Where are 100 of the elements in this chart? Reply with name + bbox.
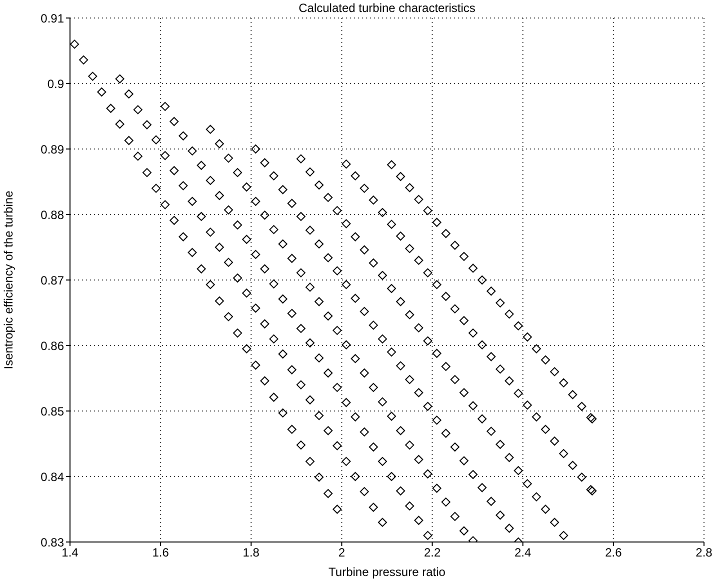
point [178, 232, 188, 242]
point [514, 388, 523, 398]
point [342, 398, 351, 407]
point [414, 194, 424, 204]
point [486, 496, 496, 506]
point [559, 530, 568, 540]
point [504, 376, 514, 386]
x-tick-label: 2 [338, 546, 346, 560]
point [324, 489, 333, 498]
point [306, 338, 315, 348]
point [496, 510, 505, 520]
point [251, 360, 260, 370]
point [396, 486, 406, 496]
point [350, 171, 360, 180]
point [368, 320, 378, 330]
point [269, 279, 278, 288]
x-tick-label: 1.8 [242, 546, 260, 560]
point [396, 232, 406, 241]
point [79, 55, 88, 64]
point [423, 268, 432, 278]
point [188, 248, 197, 257]
x-tick-label: 2.2 [424, 546, 441, 560]
point [260, 158, 270, 168]
point [396, 361, 406, 370]
point [504, 453, 514, 462]
point [350, 472, 360, 481]
point [287, 254, 296, 263]
point [486, 352, 496, 362]
point [350, 412, 360, 422]
point [350, 294, 360, 303]
point [478, 340, 487, 350]
point [278, 239, 288, 248]
point [188, 146, 197, 156]
y-tick-label: 0.83 [40, 535, 64, 550]
point [478, 483, 487, 492]
point [196, 160, 206, 170]
point [296, 324, 306, 333]
point [214, 191, 224, 200]
point [414, 388, 424, 398]
point [405, 440, 414, 450]
point [214, 139, 224, 148]
point [269, 392, 278, 402]
point [115, 74, 124, 84]
point [378, 208, 387, 218]
point [296, 268, 306, 278]
y-tick-label: 0.9 [47, 76, 64, 91]
point [450, 375, 460, 384]
point [441, 498, 450, 507]
point [368, 196, 378, 205]
point [133, 152, 142, 161]
point [278, 294, 288, 304]
point [478, 414, 487, 424]
point [142, 168, 152, 178]
point [514, 466, 523, 476]
point [170, 116, 179, 126]
point [441, 428, 450, 438]
point [378, 270, 387, 280]
point [88, 72, 98, 81]
point [504, 310, 514, 319]
point [152, 135, 161, 144]
point [378, 334, 387, 344]
point [306, 456, 315, 466]
point [314, 353, 324, 362]
point [414, 323, 424, 332]
x-tick-label: 1.4 [62, 546, 79, 560]
point [486, 426, 496, 436]
point [504, 524, 514, 533]
point [306, 226, 315, 235]
point [260, 264, 270, 274]
point [224, 154, 233, 163]
point [188, 196, 197, 206]
point [559, 449, 568, 458]
point [450, 442, 460, 452]
point [342, 160, 351, 169]
point [269, 225, 278, 234]
point [242, 288, 252, 298]
point [350, 354, 360, 364]
point [332, 326, 342, 335]
point [260, 210, 270, 220]
point [342, 219, 351, 228]
point [522, 479, 532, 488]
point [423, 206, 432, 216]
point [296, 440, 306, 450]
point [568, 460, 578, 470]
point [368, 502, 378, 512]
point [160, 151, 170, 160]
x-axis-title: Turbine pressure ratio [328, 565, 446, 579]
point [342, 280, 351, 290]
point [441, 362, 450, 371]
point [360, 184, 369, 193]
point [478, 276, 487, 284]
point [360, 245, 369, 254]
point [387, 160, 396, 170]
point [432, 280, 442, 290]
point [432, 218, 442, 227]
point [387, 472, 396, 481]
point [441, 228, 450, 238]
point [342, 340, 351, 350]
point [124, 89, 134, 98]
point [332, 504, 342, 514]
